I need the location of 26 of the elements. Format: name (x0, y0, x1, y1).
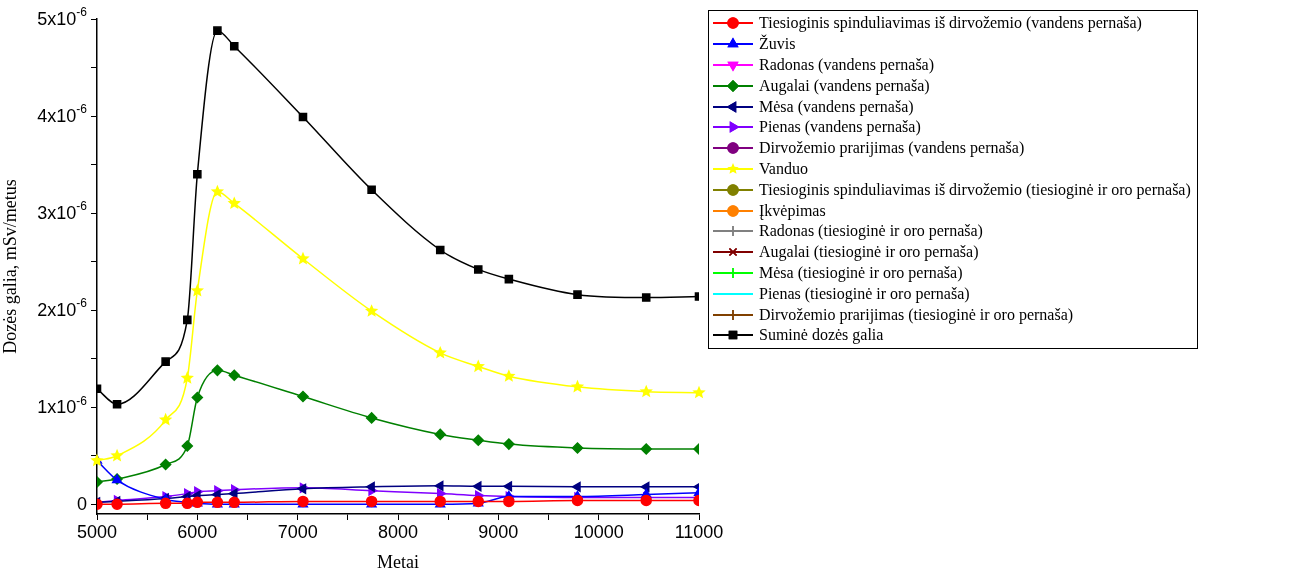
legend-label: Augalai (vandens pernaša) (759, 76, 930, 95)
y-tick-label: 0 (76, 494, 87, 515)
x-tick-label: 8000 (377, 521, 419, 542)
legend-label: Dirvožemio prarijimas (vandens pernaša) (759, 139, 1025, 158)
x-tick-label: 10000 (573, 521, 624, 542)
x-tick-label: 11000 (674, 521, 724, 542)
y-axis-title: Dozės galia, mSv/metus (0, 179, 20, 354)
legend-label: Pienas (tiesioginė ir oro pernaša) (759, 284, 970, 303)
legend-label: Mėsa (tiesioginė ir oro pernaša) (759, 263, 963, 282)
legend-label: Augalai (tiesioginė ir oro pernaša) (759, 243, 979, 262)
x-tick-label: 7000 (277, 521, 318, 542)
x-axis-title: Metai (377, 551, 419, 572)
legend-label: Dirvožemio prarijimas (tiesioginė ir oro pernaša) (759, 305, 1074, 324)
x-tick-label: 9000 (478, 521, 519, 542)
x-tick-label: 5000 (76, 521, 118, 542)
legend-label: Žuvis (759, 35, 796, 54)
legend-label: Vanduo (759, 159, 808, 178)
legend-label: Radonas (vandens pernaša) (759, 55, 935, 74)
legend-label: Radonas (tiesioginė ir oro pernaša) (759, 222, 983, 241)
legend-label: Mėsa (vandens pernaša) (759, 97, 914, 116)
legend-label: Pienas (vandens pernaša) (759, 118, 921, 137)
legend-label: Tiesioginis spinduliavimas iš dirvožemio (vandens pernaša) (759, 14, 1142, 33)
legend-label: Tiesioginis spinduliavimas iš dirvožemio (tiesioginė ir oro pernaša) (759, 180, 1191, 199)
legend-label: Įkvėpimas (759, 201, 826, 220)
legend-label: Suminė dozės galia (759, 326, 884, 345)
x-tick-label: 6000 (177, 521, 218, 542)
